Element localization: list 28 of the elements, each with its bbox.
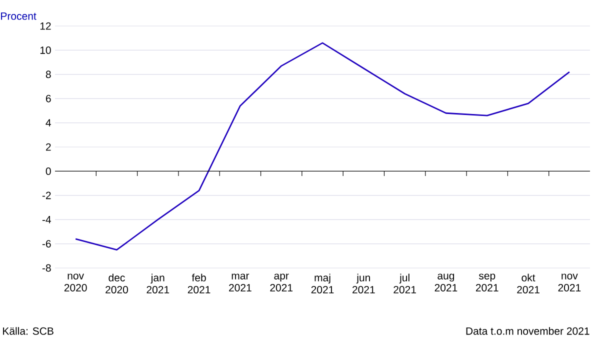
text: Källa: SCB — [3, 327, 54, 335]
y-tick-label: 10 — [40, 46, 51, 54]
line-series — [74, 42, 570, 251]
y-tick-label: -2 — [42, 192, 51, 200]
x-tick-label: apr 2021 — [270, 274, 293, 292]
y-tick-label: 12 — [40, 22, 51, 30]
x-tick-label: jan 2021 — [146, 274, 170, 294]
x-tick-label: jul 2021 — [394, 274, 416, 294]
x-tick-label: feb 2021 — [188, 274, 210, 294]
x-tick-label: mar 2021 — [229, 274, 252, 292]
y-tick-label: 2 — [46, 143, 51, 151]
x-tick-label: nov 2020 — [64, 274, 87, 292]
x-tick-label: sep 2021 — [476, 274, 498, 292]
y-tick-label: 4 — [46, 119, 51, 126]
y-tick-label: -8 — [42, 264, 51, 272]
y-axis-title: Procent — [1, 12, 36, 20]
y-tick-label: 0 — [46, 167, 51, 175]
text: Data t.o.m november 2021 — [466, 327, 590, 335]
y-tick-label: -4 — [42, 216, 51, 224]
y-tick-label: -6 — [42, 240, 51, 248]
y-tick-label: 6 — [46, 94, 51, 102]
x-tick-label: dec 2020 — [106, 274, 128, 294]
x-tick-label: maj 2021 — [311, 274, 334, 294]
x-tick-label: nov 2021 — [558, 274, 581, 292]
x-tick-label: okt 2021 — [517, 274, 540, 294]
y-tick-label: 8 — [46, 70, 51, 78]
x-tick-label: jun 2021 — [352, 274, 375, 294]
x-tick-label: aug 2021 — [434, 274, 458, 292]
